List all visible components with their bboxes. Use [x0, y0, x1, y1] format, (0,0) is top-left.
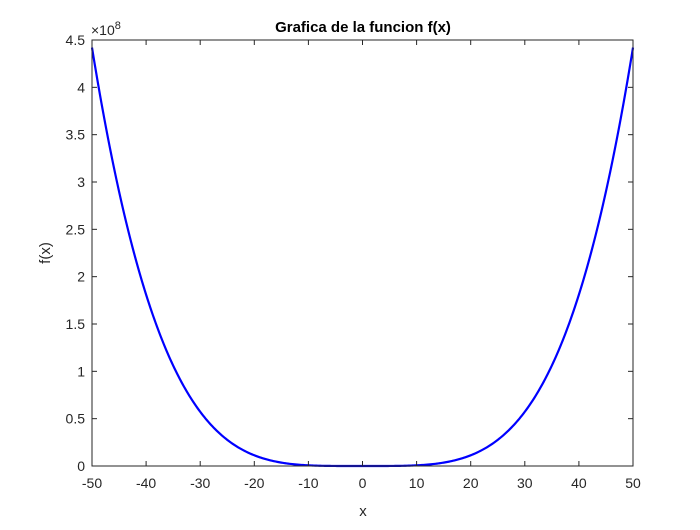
y-tick-label: 2 [77, 269, 85, 285]
x-axis-label: x [359, 503, 367, 520]
x-tick-label: -50 [82, 475, 102, 491]
x-tick-label: -10 [298, 475, 318, 491]
y-tick-label: 4.5 [66, 32, 86, 48]
y-tick-label: 0 [77, 458, 85, 474]
x-tick-label: 30 [517, 475, 533, 491]
y-axis-label: f(x) [37, 242, 54, 264]
x-tick-label: 20 [463, 475, 479, 491]
y-tick-label: 1 [77, 363, 85, 379]
y-tick-label: 0.5 [66, 411, 86, 427]
x-axis-ticks: -50 -40 -30 -20 -10 0 10 20 30 40 50 [82, 40, 641, 491]
y-tick-label: 3 [77, 174, 85, 190]
y-axis-ticks: 0 0.5 1 1.5 2 2.5 3 3.5 4 4.5 [66, 32, 633, 474]
x-tick-label: -30 [190, 475, 210, 491]
y-axis-exponent: ×108 [91, 20, 121, 38]
y-tick-label: 3.5 [66, 127, 86, 143]
x-tick-label: 10 [409, 475, 425, 491]
x-tick-label: 40 [571, 475, 587, 491]
y-tick-label: 1.5 [66, 316, 86, 332]
x-tick-label: -40 [136, 475, 156, 491]
y-exponent-base: ×10 [91, 22, 115, 38]
y-tick-label: 2.5 [66, 221, 86, 237]
plot-area [92, 40, 633, 466]
x-tick-label: -20 [244, 475, 264, 491]
y-tick-label: 4 [77, 79, 85, 95]
y-exponent-power: 8 [115, 20, 121, 32]
chart-title: Grafica de la funcion f(x) [275, 19, 451, 36]
x-tick-label: 0 [359, 475, 367, 491]
x-tick-label: 50 [625, 475, 641, 491]
